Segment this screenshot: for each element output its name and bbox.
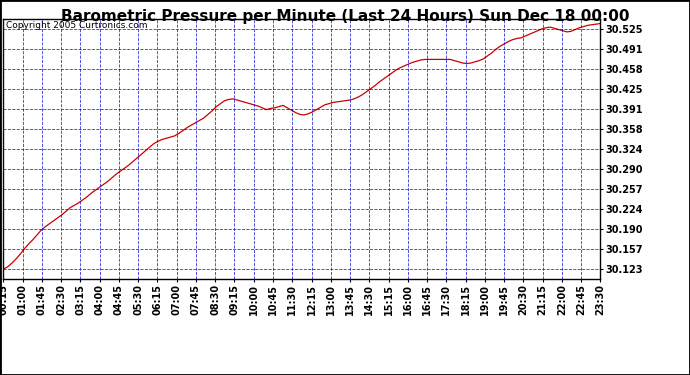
Text: Barometric Pressure per Minute (Last 24 Hours) Sun Dec 18 00:00: Barometric Pressure per Minute (Last 24 … — [61, 9, 629, 24]
Text: Copyright 2005 Curtronics.com: Copyright 2005 Curtronics.com — [6, 21, 148, 30]
